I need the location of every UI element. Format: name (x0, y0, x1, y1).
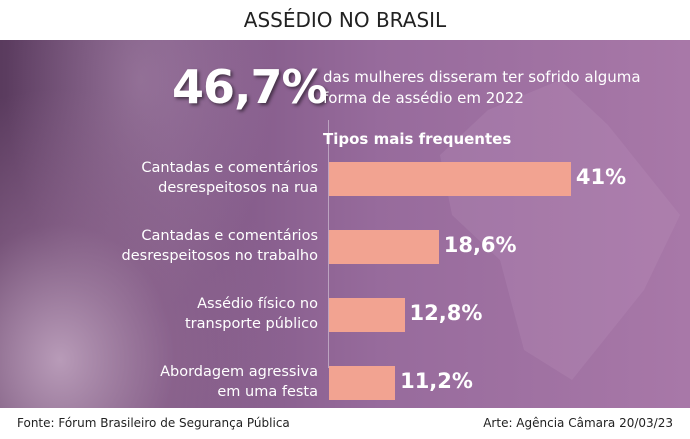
bar (329, 366, 396, 400)
category-label-line: Cantadas e comentários (141, 160, 318, 176)
value-label: 11,2% (400, 369, 473, 393)
headline-value: 46,7% (172, 60, 328, 114)
brazil-map-silhouette (440, 80, 680, 380)
chart-panel (0, 40, 690, 408)
category-label: Abordagem agressiva em uma festa (78, 362, 318, 402)
category-label-line: desrespeitosos na rua (158, 180, 318, 196)
bar (329, 230, 439, 264)
source-text: Fonte: Fórum Brasileiro de Segurança Púb… (17, 416, 290, 430)
category-label-line: desrespeitosos no trabalho (121, 248, 318, 264)
category-label: Cantadas e comentários desrespeitosos no … (78, 226, 318, 266)
chart-title: ASSÉDIO NO BRASIL (243, 8, 447, 32)
category-label-line: Cantadas e comentários (141, 228, 318, 244)
headline-line-2: forma de assédio em 2022 (323, 89, 524, 107)
background-photo (0, 40, 330, 408)
category-label: Cantadas e comentários desrespeitosos na … (78, 158, 318, 198)
headline-line-1: das mulheres disseram ter sofrido alguma (323, 68, 641, 86)
category-label: Assédio físico no transporte público (78, 294, 318, 334)
category-label-line: Assédio físico no (197, 296, 318, 312)
headline-text: das mulheres disseram ter sofrido alguma… (323, 67, 641, 109)
category-label-line: em uma festa (217, 384, 318, 400)
value-label: 41% (575, 165, 627, 189)
bar (329, 298, 405, 332)
chart-subtitle: Tipos mais frequentes (323, 130, 512, 148)
value-label: 12,8% (409, 301, 483, 325)
bar (329, 162, 571, 196)
category-label-line: transporte público (184, 316, 318, 332)
axis-line (328, 120, 329, 368)
category-label-line: Abordagem agressiva (160, 364, 318, 380)
credit-text: Arte: Agência Câmara 20/03/23 (483, 416, 673, 430)
value-label: 18,6% (443, 233, 517, 257)
